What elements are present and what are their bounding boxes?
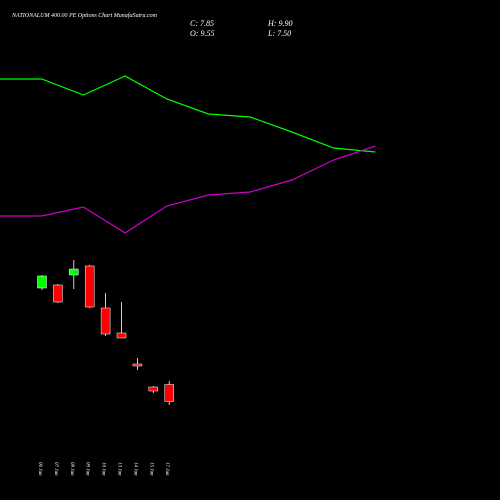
x-tick-label: 14 Jun — [132, 462, 137, 476]
ohlc-open: O: 9.55 — [190, 29, 214, 38]
x-tick-label: 09 Jun — [85, 462, 90, 476]
ohlc-low: L: 7.50 — [267, 29, 291, 38]
candle-body — [132, 363, 143, 367]
candle-body — [37, 275, 47, 289]
x-tick-label: 07 Jun — [53, 462, 58, 476]
indicator-line — [0, 145, 376, 234]
ohlc-close: C: 7.85 — [190, 19, 214, 28]
candle-body — [53, 284, 63, 303]
candle-body — [100, 307, 111, 335]
chart-title: NATIONALUM 400.00 PE Options Chart Munaf… — [11, 12, 158, 19]
candle-body — [69, 268, 79, 276]
x-tick-label: 13 Jun — [117, 462, 122, 476]
candle-body — [84, 265, 95, 308]
candle-body — [116, 332, 127, 339]
indicator-line — [0, 75, 376, 153]
candle-body — [148, 386, 159, 392]
x-tick-label: 15 Jun — [148, 462, 153, 476]
x-tick-label: 08 Jun — [69, 462, 74, 476]
x-tick-label: 10 Jun — [101, 462, 106, 476]
candle-body — [164, 384, 174, 402]
ohlc-high: H: 9.90 — [267, 19, 292, 28]
x-tick-label: 06 Jun — [37, 462, 42, 476]
x-tick-label: 17 Jun — [164, 462, 169, 476]
